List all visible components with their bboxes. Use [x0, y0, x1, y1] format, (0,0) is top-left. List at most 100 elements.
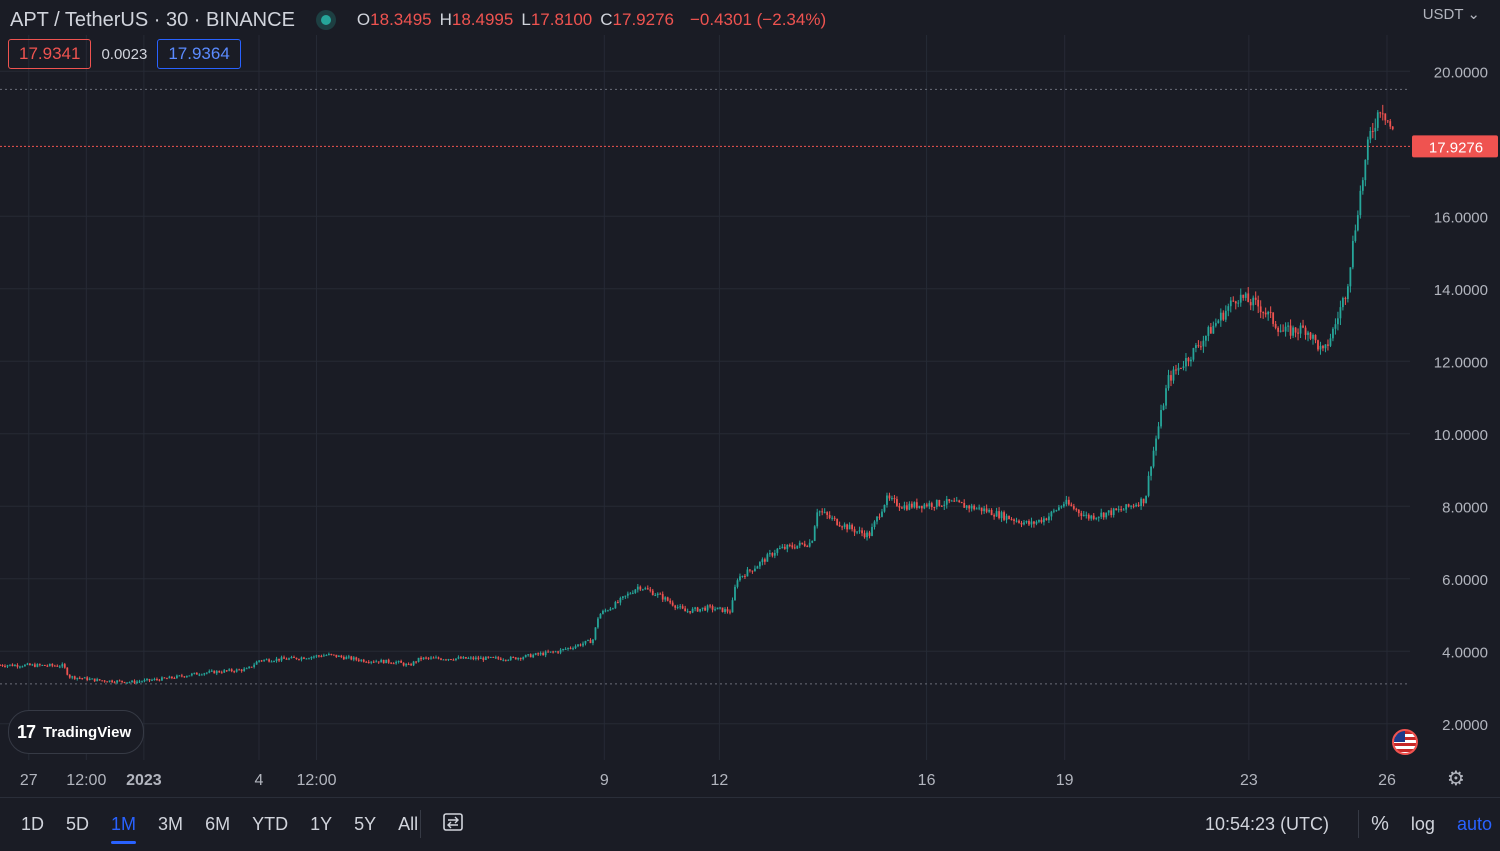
candle-body [1244, 293, 1247, 298]
candle-body [896, 499, 898, 506]
buy-button[interactable]: 17.9364 [157, 39, 241, 69]
percent-button[interactable]: % [1371, 813, 1389, 835]
candle-body [141, 681, 143, 683]
auto-button[interactable]: auto [1456, 814, 1492, 834]
candle-body [1264, 312, 1267, 315]
candle-body [619, 597, 622, 603]
candle-body [1322, 345, 1324, 349]
range-button-all[interactable]: All [398, 814, 419, 834]
candle-body [477, 657, 480, 659]
candle-body [612, 608, 614, 610]
log-button[interactable]: log [1410, 814, 1435, 834]
bid-ask-panel: 17.9341 0.0023 17.9364 [8, 39, 241, 69]
candle-body [21, 666, 24, 668]
candle-body [258, 660, 261, 662]
candle-body [901, 507, 903, 509]
candle-body [1028, 521, 1030, 525]
candle-body [303, 657, 305, 659]
candle-body [377, 661, 380, 663]
grid [0, 35, 1410, 760]
candle-body [1329, 338, 1332, 346]
candle-body [736, 580, 739, 587]
candle-body [325, 655, 328, 657]
high-value: 18.4995 [451, 10, 514, 29]
candle-body [1075, 508, 1078, 510]
candle-body [76, 677, 79, 679]
candle-body [91, 678, 94, 680]
candle-body [1257, 299, 1260, 307]
price-chart[interactable]: 17.9276 20.0000 16.0000 14.0000 12.0000 10.0… [0, 0, 1500, 797]
candle-body [1252, 297, 1255, 306]
range-button-1d[interactable]: 1D [21, 814, 45, 834]
candle-body [1055, 510, 1058, 512]
candle-body [1267, 311, 1270, 315]
candle-body [372, 661, 375, 663]
compare-icon[interactable] [442, 811, 464, 833]
x-tick-label: 23 [1240, 772, 1258, 789]
candle-body [776, 548, 779, 553]
gear-icon[interactable]: ⚙ [1447, 768, 1465, 790]
sell-button[interactable]: 17.9341 [8, 39, 92, 69]
candle-body [803, 543, 806, 547]
range-button-5d[interactable]: 5D [66, 814, 90, 834]
candle-body [123, 681, 126, 683]
candle-body [1050, 511, 1053, 517]
ohlc-values: O18.3495 H18.4995 L17.8100 C17.9276 −0.4… [357, 10, 826, 30]
candle-body [963, 503, 966, 508]
candle-body [1247, 293, 1250, 303]
candle-body [1127, 504, 1130, 507]
candle-body [198, 674, 201, 676]
range-button-1y[interactable]: 1Y [310, 814, 333, 834]
candle-body [856, 531, 858, 533]
candle-body [195, 672, 198, 675]
candle-body [113, 682, 116, 684]
candle-body [1122, 509, 1125, 511]
candle-body [395, 661, 398, 664]
candle-series [0, 104, 1394, 685]
flag-icon[interactable] [1392, 729, 1418, 755]
candle-body [215, 671, 218, 674]
candle-body [1170, 375, 1172, 381]
candle-body [83, 677, 86, 679]
symbol-title[interactable]: APT / TetherUS · 30 · BINANCE [10, 8, 295, 31]
candle-body [1254, 297, 1257, 300]
candle-body [28, 663, 31, 666]
candle-body [539, 653, 542, 655]
tradingview-logo[interactable]: 17 TradingView [8, 710, 145, 754]
candle-body [846, 524, 849, 530]
candle-body [569, 647, 572, 649]
candle-body [1192, 348, 1195, 360]
candle-body [38, 664, 41, 666]
candle-body [1087, 514, 1090, 519]
currency-selector[interactable]: USDT ⌄ [1423, 5, 1480, 23]
price-axis[interactable]: 20.0000 16.0000 14.0000 12.0000 10.0000 8.000… [1434, 64, 1488, 734]
candle-body [514, 657, 517, 660]
candle-body [1212, 325, 1215, 334]
range-button-5y[interactable]: 5Y [354, 814, 377, 834]
candle-body [432, 657, 435, 659]
candle-body [68, 674, 71, 678]
candle-body [1152, 450, 1155, 467]
candle-body [676, 606, 679, 608]
candle-body [649, 589, 652, 591]
candle-body [385, 659, 388, 664]
candle-body [584, 640, 587, 644]
y-tick-label: 12.0000 [1434, 354, 1488, 371]
candle-body [9, 664, 11, 666]
range-button-3m[interactable]: 3M [158, 814, 184, 834]
tradingview-logo-mark: 17 [17, 721, 36, 742]
candle-body [1030, 521, 1033, 525]
range-button-6m[interactable]: 6M [205, 814, 231, 834]
candle-body [81, 678, 84, 680]
clock[interactable]: 10:54:23 (UTC) [1205, 814, 1330, 834]
candle-body [783, 546, 786, 549]
candle-body [995, 511, 998, 517]
time-axis[interactable]: 27 12:00 2023 4 12:00 9 12 16 19 23 26 [20, 772, 1396, 789]
candle-body [175, 675, 178, 679]
range-button-ytd[interactable]: YTD [252, 814, 289, 834]
candle-body [751, 570, 754, 572]
candle-body [1052, 510, 1055, 512]
candle-body [791, 545, 794, 548]
candle-body [758, 562, 761, 567]
range-button-1m[interactable]: 1M [100, 814, 147, 844]
